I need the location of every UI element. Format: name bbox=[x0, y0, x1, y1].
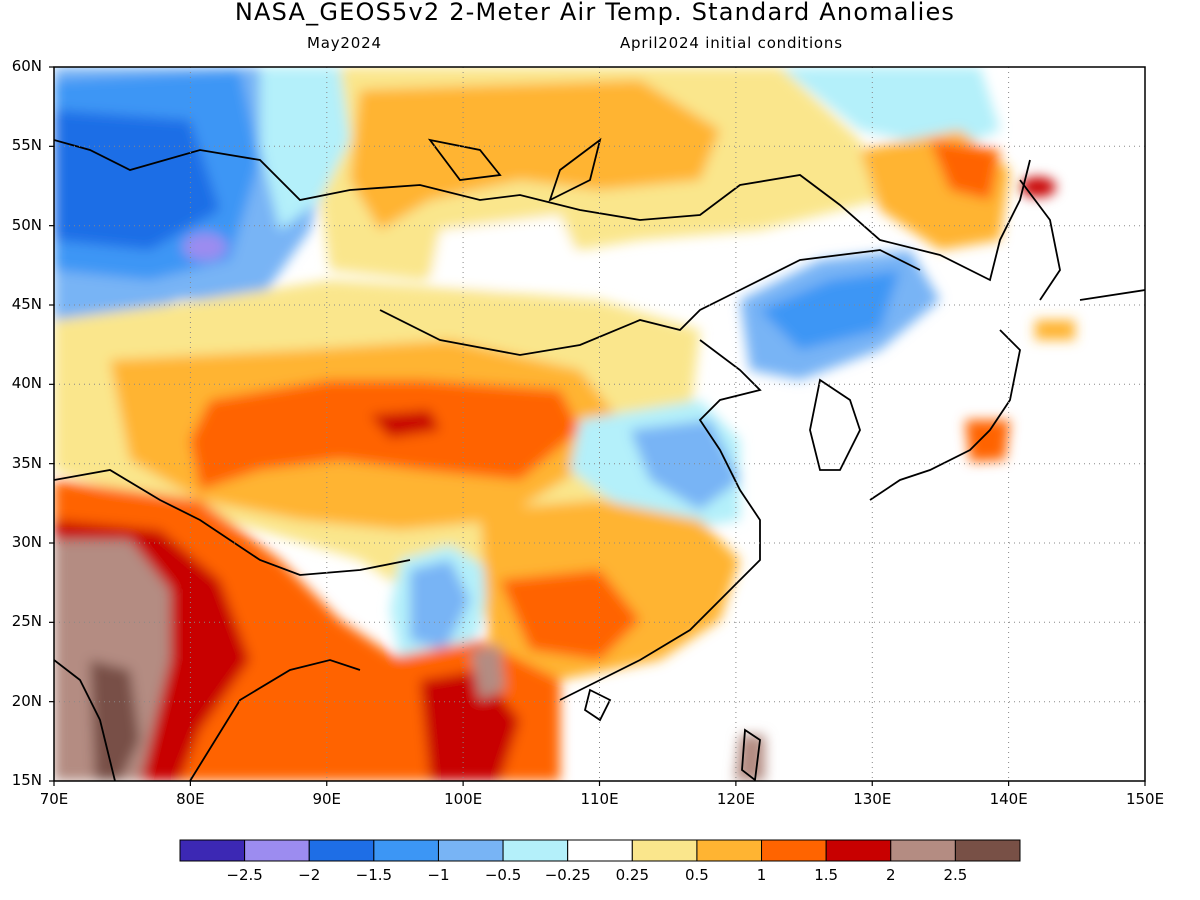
colorbar-tick-label: 2.5 bbox=[943, 866, 968, 884]
lon-tick-label: 110E bbox=[580, 790, 619, 808]
lat-tick-label: 40N bbox=[11, 374, 42, 393]
colorbar-swatch bbox=[567, 839, 633, 862]
lat-tick-label: 50N bbox=[11, 215, 42, 234]
lat-tick-label: 30N bbox=[11, 533, 42, 551]
lat-tick-label: 45N bbox=[11, 295, 42, 313]
map-title: NASA_GEOS5v2 2-Meter Air Temp. Standard … bbox=[234, 0, 956, 26]
lat-tick-label: 55N bbox=[11, 136, 42, 155]
colorbar-tick-label: −2.5 bbox=[226, 866, 263, 884]
graticule bbox=[54, 67, 1145, 781]
lat-tick-label: 15N bbox=[11, 771, 42, 789]
colorbar-swatch bbox=[244, 839, 310, 862]
colorbar-swatch bbox=[308, 839, 375, 862]
colorbar-swatch bbox=[954, 839, 1021, 862]
lat-tick-label: 35N bbox=[11, 453, 42, 472]
colorbar-swatch bbox=[437, 839, 504, 862]
colorbar-tick-label: −2 bbox=[298, 866, 321, 884]
colorbar-swatch bbox=[696, 839, 763, 862]
colorbar-swatch bbox=[825, 839, 892, 862]
lat-tick-label: 20N bbox=[11, 691, 42, 710]
lon-tick-label: 100E bbox=[444, 790, 483, 808]
colorbar-tick-label: −0.25 bbox=[544, 866, 591, 884]
lon-tick-label: 150E bbox=[1125, 790, 1165, 808]
colorbar-tick-label: 2 bbox=[885, 866, 896, 884]
forecast-month: May2024 bbox=[307, 34, 382, 52]
lon-tick-label: 140E bbox=[989, 790, 1028, 808]
colorbar-tick-label: −0.5 bbox=[484, 866, 522, 884]
colorbar bbox=[179, 839, 1021, 862]
colorbar-tick-label: 1 bbox=[756, 866, 767, 884]
lon-tick-label: 90E bbox=[312, 790, 342, 808]
colorbar-tick-label: −1 bbox=[427, 866, 450, 884]
lon-tick-label: 70E bbox=[39, 790, 69, 808]
initial-conditions: April2024 initial conditions bbox=[620, 34, 843, 52]
colorbar-swatch bbox=[179, 839, 246, 862]
lon-tick-label: 130E bbox=[853, 790, 892, 808]
lat-tick-label: 60N bbox=[11, 57, 42, 75]
colorbar-swatch bbox=[890, 839, 956, 862]
colorbar-tick-label: 0.25 bbox=[615, 866, 649, 884]
colorbar-swatch bbox=[373, 839, 439, 862]
colorbar-swatch bbox=[631, 839, 698, 862]
lon-tick-label: 120E bbox=[716, 790, 755, 808]
colorbar-tick-label: 1.5 bbox=[814, 866, 839, 884]
colorbar-tick-label: −1.5 bbox=[355, 866, 393, 884]
anomaly-field bbox=[54, 67, 1145, 781]
colorbar-swatch bbox=[502, 839, 569, 862]
colorbar-tick-label: 0.5 bbox=[684, 866, 709, 884]
lon-tick-label: 80E bbox=[176, 790, 205, 808]
colorbar-swatch bbox=[761, 839, 827, 862]
lat-tick-label: 25N bbox=[11, 612, 42, 631]
